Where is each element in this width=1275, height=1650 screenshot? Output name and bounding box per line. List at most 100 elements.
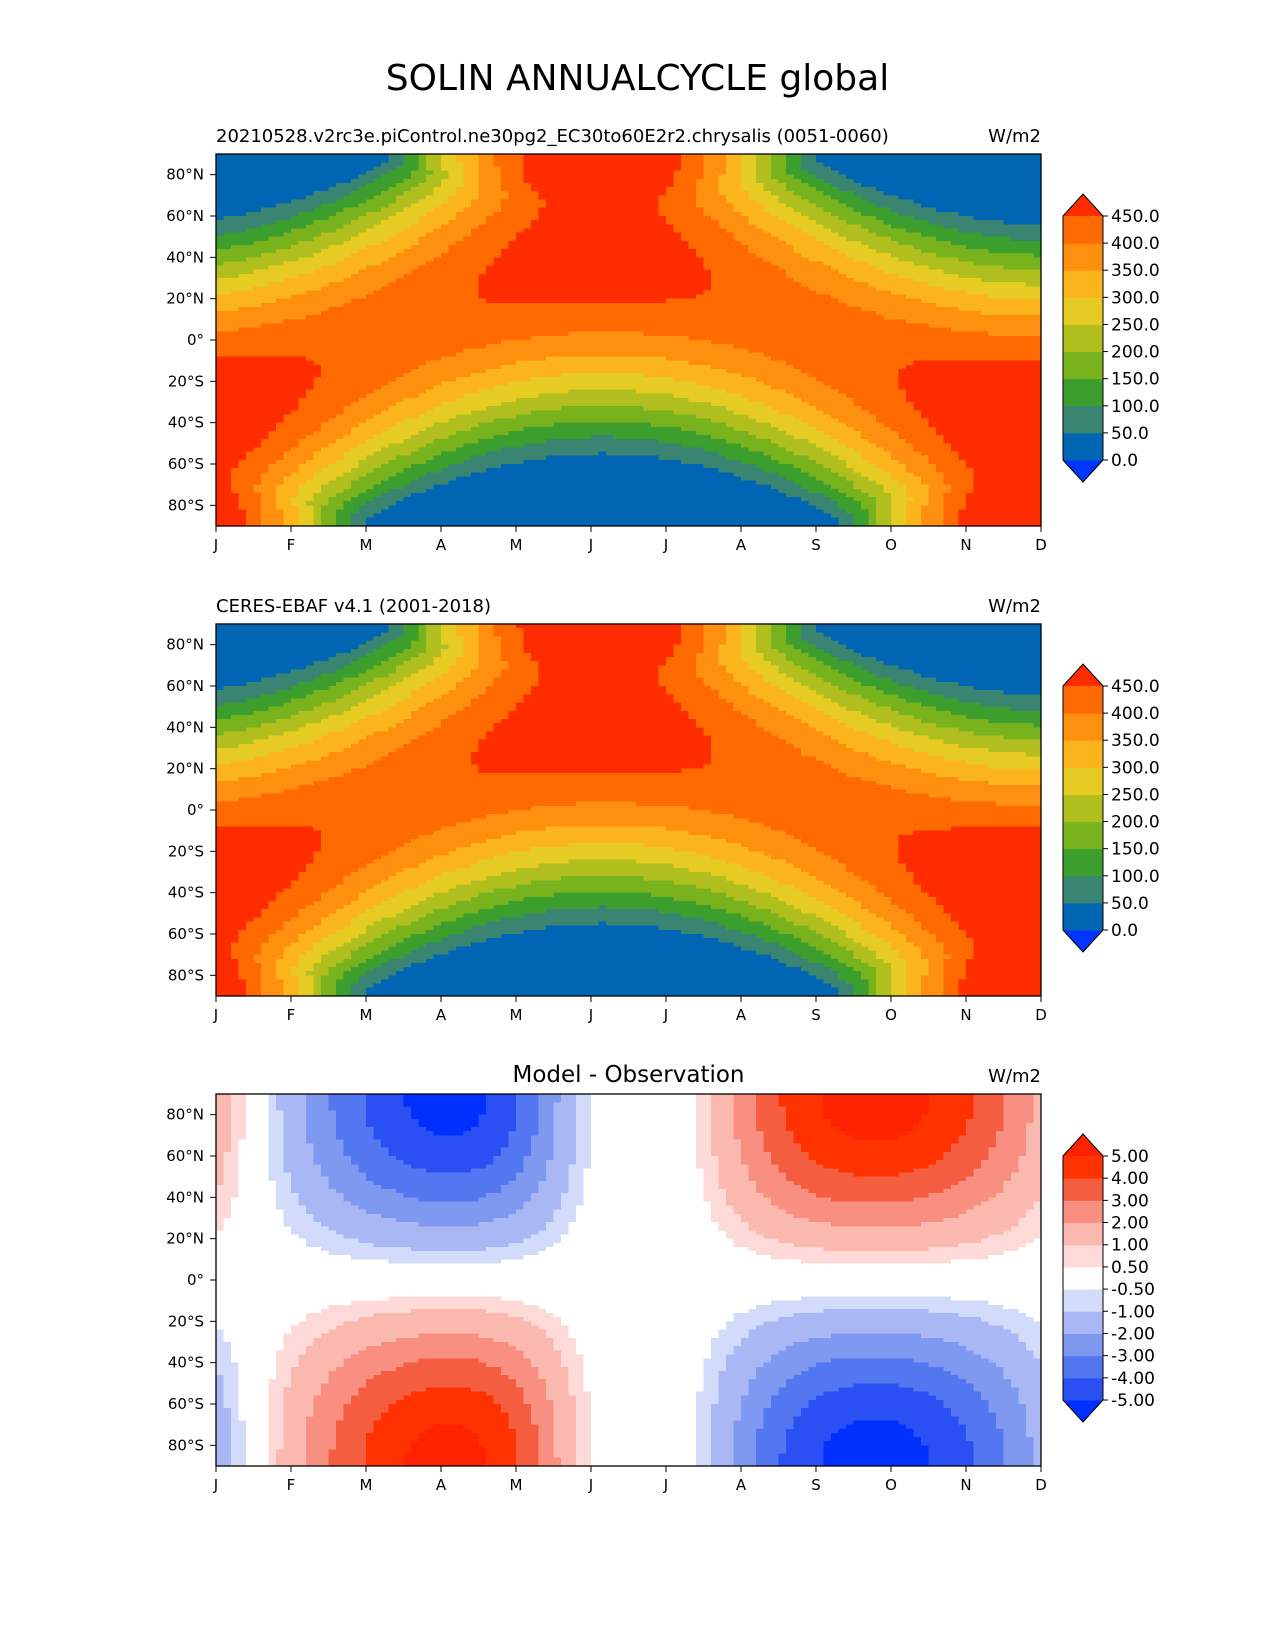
- field-cell: [269, 191, 277, 196]
- field-cell: [854, 216, 862, 221]
- field-cell: [734, 295, 742, 300]
- field-cell: [239, 270, 247, 275]
- field-cell: [546, 191, 554, 196]
- field-cell: [599, 171, 607, 176]
- field-cell: [704, 270, 712, 275]
- field-cell: [644, 274, 652, 279]
- field-cell: [516, 328, 524, 333]
- field-cell: [764, 261, 772, 266]
- field-cell: [681, 171, 689, 176]
- field-cell: [936, 175, 944, 180]
- field-cell: [449, 199, 457, 204]
- field-cell: [554, 212, 562, 217]
- field-cell: [231, 295, 239, 300]
- field-cell: [839, 266, 847, 271]
- field-cell: [516, 307, 524, 312]
- field-cell: [344, 307, 352, 312]
- field-cell: [261, 328, 269, 333]
- field-cell: [944, 220, 952, 225]
- field-cell: [336, 204, 344, 209]
- field-cell: [546, 261, 554, 266]
- field-cell: [899, 162, 907, 167]
- field-cell: [884, 237, 892, 242]
- field-cell: [606, 228, 614, 233]
- field-cell: [456, 237, 464, 242]
- field-cell: [816, 315, 824, 320]
- field-cell: [929, 195, 937, 200]
- field-cell: [974, 295, 982, 300]
- field-cell: [239, 187, 247, 192]
- field-cell: [216, 224, 224, 229]
- field-cell: [314, 241, 322, 246]
- field-cell: [276, 166, 284, 171]
- field-cell: [959, 228, 967, 233]
- field-cell: [1004, 290, 1012, 295]
- field-cell: [546, 266, 554, 271]
- field-cell: [734, 290, 742, 295]
- field-cell: [584, 261, 592, 266]
- field-cell: [959, 191, 967, 196]
- field-cell: [861, 158, 869, 163]
- field-cell: [779, 204, 787, 209]
- field-cell: [696, 228, 704, 233]
- field-cell: [921, 166, 929, 171]
- field-cell: [464, 228, 472, 233]
- field-cell: [366, 328, 374, 333]
- field-cell: [441, 295, 449, 300]
- field-cell: [269, 216, 277, 221]
- field-cell: [284, 303, 292, 308]
- field-cell: [306, 266, 314, 271]
- field-cell: [816, 253, 824, 258]
- field-cell: [756, 261, 764, 266]
- field-cell: [621, 336, 629, 341]
- field-cell: [464, 154, 472, 159]
- field-cell: [1034, 278, 1042, 283]
- field-cell: [284, 253, 292, 258]
- field-cell: [344, 286, 352, 291]
- field-cell: [966, 208, 974, 213]
- field-cell: [276, 307, 284, 312]
- field-cell: [509, 241, 517, 246]
- field-cell: [426, 270, 434, 275]
- field-cell: [824, 187, 832, 192]
- field-cell: [981, 332, 989, 337]
- field-cell: [921, 332, 929, 337]
- field-cell: [689, 253, 697, 258]
- field-cell: [554, 295, 562, 300]
- field-cell: [944, 282, 952, 287]
- field-cell: [974, 274, 982, 279]
- field-cell: [749, 179, 757, 184]
- field-cell: [434, 315, 442, 320]
- field-cell: [944, 179, 952, 184]
- field-cell: [381, 261, 389, 266]
- field-cell: [344, 191, 352, 196]
- field-cell: [651, 162, 659, 167]
- field-cell: [666, 307, 674, 312]
- field-cell: [921, 295, 929, 300]
- field-cell: [869, 208, 877, 213]
- field-cell: [426, 340, 434, 345]
- field-cell: [554, 241, 562, 246]
- field-cell: [974, 241, 982, 246]
- field-cell: [321, 175, 329, 180]
- field-cell: [696, 286, 704, 291]
- field-cell: [884, 220, 892, 225]
- field-cell: [779, 179, 787, 184]
- field-cell: [419, 175, 427, 180]
- field-cell: [741, 323, 749, 328]
- field-cell: [854, 224, 862, 229]
- field-cell: [254, 179, 262, 184]
- field-cell: [651, 336, 659, 341]
- field-cell: [441, 286, 449, 291]
- field-cell: [366, 261, 374, 266]
- field-cell: [291, 319, 299, 324]
- field-cell: [479, 162, 487, 167]
- field-cell: [419, 199, 427, 204]
- field-cell: [614, 328, 622, 333]
- field-cell: [906, 208, 914, 213]
- field-cell: [351, 204, 359, 209]
- field-cell: [629, 183, 637, 188]
- field-cell: [1019, 166, 1027, 171]
- field-cell: [419, 323, 427, 328]
- field-cell: [464, 166, 472, 171]
